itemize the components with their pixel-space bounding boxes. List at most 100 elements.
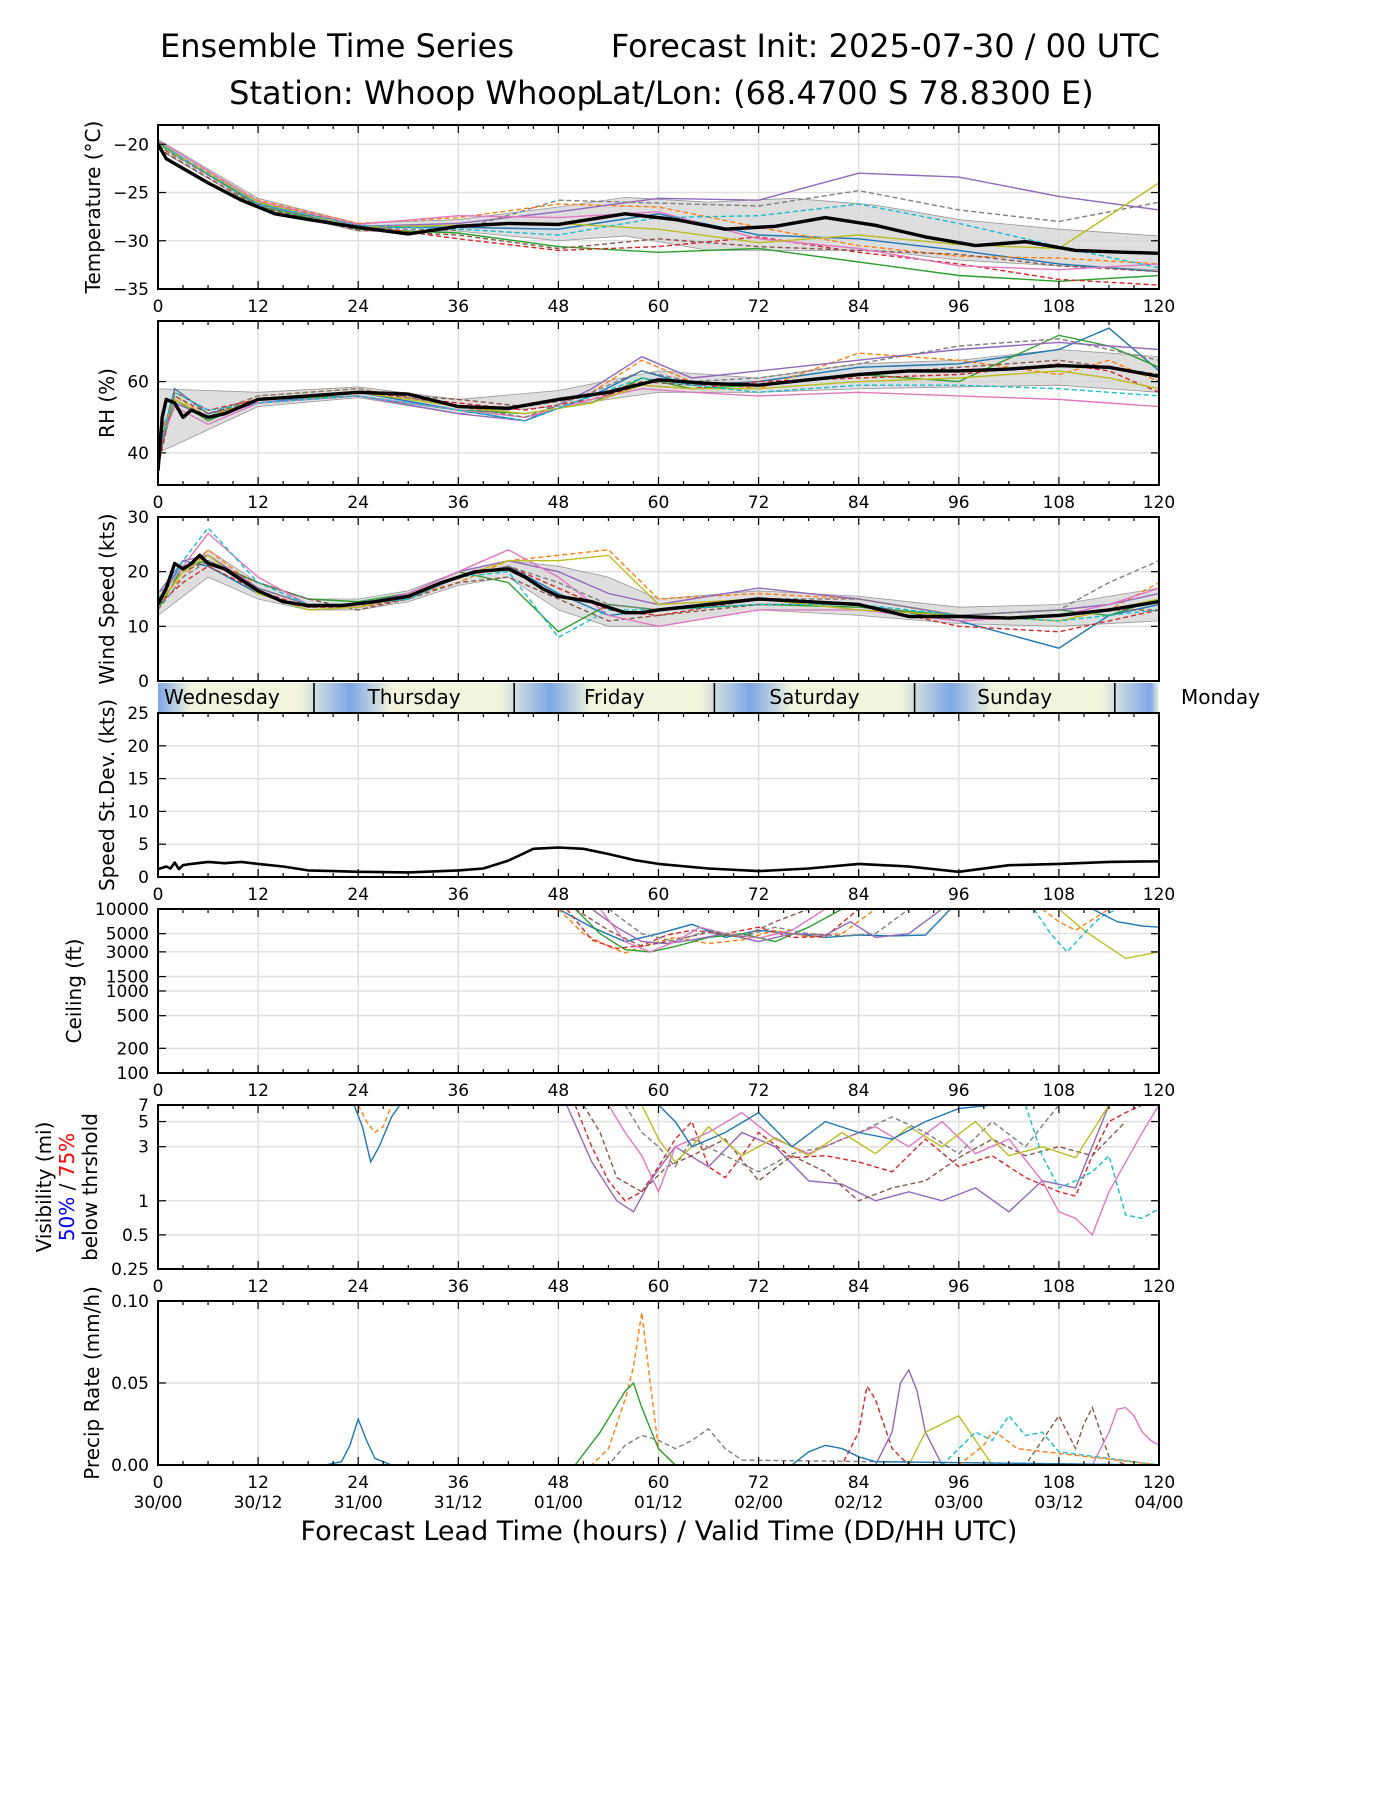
precip_rate-y-label: Precip Rate (mm/h): [80, 1286, 104, 1480]
temperature-member-line: [158, 139, 1159, 271]
valid-time-label: 01/00: [534, 1493, 583, 1513]
x-tick-label: 24: [347, 297, 369, 317]
valid-time-label: 31/00: [334, 1493, 383, 1513]
y-tick-label: 3000: [106, 943, 149, 963]
x-tick-label: 48: [548, 1473, 570, 1493]
x-tick-label: 72: [748, 885, 770, 905]
station-name: Station: Whoop Whoop: [229, 74, 597, 112]
wind-speed-panel: 30 20 10 0 Wind Speed (kts): [95, 508, 1160, 692]
x-tick-label: 72: [748, 297, 770, 317]
visibility-member-line: [607, 1105, 1159, 1237]
y-tick-label: 0.05: [111, 1374, 149, 1394]
precip_rate-member-line: [158, 1431, 1159, 1465]
x-tick-label: 0: [153, 493, 164, 513]
ceiling-member-line: [574, 909, 809, 948]
visibility-member-line: [1024, 1105, 1159, 1220]
ceiling-member-line: [1033, 909, 1118, 953]
station-latlon: Lat/Lon: (68.4700 S 78.8300 E): [594, 74, 1094, 112]
precip_rate-member-line: [158, 1427, 1159, 1465]
x-tick-label: 120: [1143, 493, 1175, 513]
x-tick-label: 84: [848, 297, 870, 317]
y-tick-label: 500: [117, 1007, 149, 1027]
y-tick-label: 40: [127, 444, 149, 464]
humidity-panel: 0 12 24 36 48 60 72 84 96 108 120 60 40 RH (%): [95, 320, 1175, 513]
y-tick-label: 20: [127, 737, 149, 757]
x-tick-label: 108: [1043, 1473, 1075, 1493]
visibility-member-line: [357, 1105, 393, 1134]
x-tick-label: 12: [247, 1081, 269, 1101]
ceiling-plot-area: [557, 909, 1159, 960]
y-tick-label: 0.25: [111, 1260, 149, 1280]
wind_speed-mean-line: [158, 553, 1159, 620]
x-tick-label: 48: [548, 885, 570, 905]
x-tick-label: 24: [347, 1277, 369, 1297]
x-tick-label: 96: [948, 885, 970, 905]
valid-time-label: 02/12: [834, 1493, 883, 1513]
temperature-plot-area: [158, 139, 1159, 286]
x-tick-label: 24: [347, 493, 369, 513]
precip_rate-member-line: [158, 1444, 1159, 1465]
p75-label: 75%: [55, 1133, 79, 1177]
x-tick-label: 12: [247, 297, 269, 317]
relative_humidity-mean-line: [158, 363, 1159, 471]
ceiling-member-line: [1091, 909, 1159, 928]
precip_rate-member-line: [158, 1406, 1159, 1465]
x-tick-label: 72: [748, 1081, 770, 1101]
ceiling-member-line: [1041, 909, 1110, 932]
y-tick-label: 0: [138, 672, 149, 692]
x-tick-label: 36: [447, 493, 469, 513]
y-tick-label: 1000: [106, 982, 149, 1002]
ceiling-member-line: [591, 909, 943, 945]
relative_humidity-y-label: RH (%): [95, 368, 119, 438]
speed-stdev-panel: 0 12 24 36 48 60 72 84 96 108 120 25 20 15 10 5 0 Speed S…: [95, 699, 1175, 905]
x-tick-label: 96: [948, 297, 970, 317]
x-tick-label: 36: [447, 1473, 469, 1493]
y-tick-label: 15: [127, 770, 149, 790]
valid-time-label: 30/12: [234, 1493, 283, 1513]
x-tick-label: 108: [1043, 297, 1075, 317]
visibility-plot-area: [353, 1105, 1159, 1237]
precip_rate-grid: [158, 1301, 1159, 1465]
valid-time-label: 03/00: [934, 1493, 983, 1513]
relative_humidity-plot-area: [158, 327, 1159, 471]
x-tick-label: 84: [848, 1081, 870, 1101]
visibility-member-line: [641, 1105, 1110, 1164]
y-tick-label: 25: [127, 704, 149, 724]
day-label: Friday: [584, 685, 645, 709]
y-tick-label: 60: [127, 373, 149, 393]
x-tick-label: 120: [1143, 1081, 1175, 1101]
y-tick-label: 10: [127, 617, 149, 637]
y-tick-label: 0.00: [111, 1456, 149, 1476]
precip-rate-panel: 0 12 24 36 48 60 72 84 96 108 120 30/00 30/12 31/00 31…: [80, 1286, 1184, 1513]
ceiling-member-line: [608, 909, 910, 943]
valid-time-label: 31/12: [434, 1493, 483, 1513]
x-tick-label: 60: [648, 885, 670, 905]
speed_std_dev-grid: [158, 713, 1159, 877]
valid-time-label: 30/00: [134, 1493, 183, 1513]
precip_rate-member-line: [158, 1416, 1159, 1465]
x-tick-label: 48: [548, 1277, 570, 1297]
relative_humidity-member-line: [158, 377, 1159, 454]
y-tick-label: 30: [127, 508, 149, 528]
x-tick-label: 36: [447, 1081, 469, 1101]
x-tick-label: 24: [347, 1473, 369, 1493]
day-night-band: [158, 683, 1159, 712]
x-tick-label: 36: [447, 297, 469, 317]
forecast-init: Forecast Init: 2025-07-30 / 00 UTC: [611, 27, 1160, 65]
y-tick-label: 1500: [106, 968, 149, 988]
y-tick-label: 7: [138, 1096, 149, 1116]
x-tick-label: 0: [153, 1081, 164, 1101]
x-tick-label: 96: [948, 493, 970, 513]
wind_speed-member-line: [158, 532, 1159, 628]
day-label: Saturday: [769, 685, 859, 709]
y-tick-label: 5: [138, 1113, 149, 1133]
x-tick-label: 0: [153, 297, 164, 317]
x-tick-label: 48: [548, 1081, 570, 1101]
visibility-member-line: [582, 1105, 1127, 1202]
temperature-mean-line: [158, 143, 1159, 255]
precip_rate-member-line: [158, 1414, 1159, 1465]
x-tick-label: 24: [347, 1081, 369, 1101]
x-tick-label: 12: [247, 1277, 269, 1297]
below-threshold-label: below thrshold: [78, 1113, 102, 1261]
visibility-member-line: [574, 1105, 1143, 1202]
